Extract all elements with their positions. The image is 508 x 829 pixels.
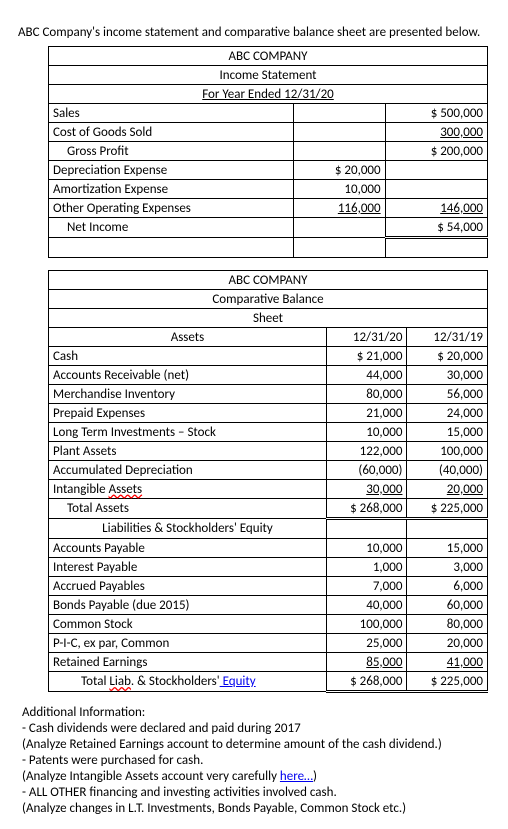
row-val: 7,000 (326, 577, 407, 596)
balance-title-company: ABC COMPANY (49, 271, 488, 290)
spellcheck-underline: Assets (109, 482, 143, 497)
page-intro: ABC Company's income statement and compa… (18, 25, 490, 40)
row-val: 100,000 (407, 442, 488, 461)
row-val: 10,000 (294, 180, 385, 199)
income-title-company: ABC COMPANY (49, 47, 488, 66)
balance-title-statement: Comparative Balance (49, 290, 488, 309)
row-val: 1,000 (326, 558, 407, 577)
row-label-intangible: Intangible Assets (49, 480, 327, 499)
row-val (294, 104, 385, 123)
row-val: 41,000 (407, 653, 488, 672)
row-val: 6,000 (407, 577, 488, 596)
row-val: 24,000 (407, 404, 488, 423)
row-val: $ 20,000 (407, 347, 488, 366)
row-val: 146,000 (385, 199, 487, 218)
row-label-total-liab: Total Liab. & Stockholders' Equity (49, 672, 327, 692)
row-label: Merchandise Inventory (49, 385, 327, 404)
row-label: Net Income (49, 218, 294, 238)
balance-sheet-table: ABC COMPANY Comparative Balance Sheet As… (48, 270, 488, 693)
row-label: Cost of Goods Sold (49, 123, 294, 142)
row-val: 3,000 (407, 558, 488, 577)
row-val: $ 54,000 (385, 218, 487, 238)
row-val: 122,000 (326, 442, 407, 461)
row-val: 25,000 (326, 634, 407, 653)
row-label: Retained Earnings (49, 653, 327, 672)
row-label: Sales (49, 104, 294, 123)
row-label: Amortization Expense (49, 180, 294, 199)
addl-sub: (Analyze changes in L.T. Investments, Bo… (22, 801, 490, 816)
row-label: P-I-C, ex par, Common (49, 634, 327, 653)
row-val: 60,000 (407, 596, 488, 615)
addl-sub: (Analyze Retained Earnings account to de… (22, 737, 490, 752)
row-label: Gross Profit (49, 142, 294, 161)
row-val: $ 225,000 (407, 672, 488, 692)
row-val: 30,000 (407, 366, 488, 385)
row-label: Plant Assets (49, 442, 327, 461)
row-label: Accumulated Depreciation (49, 461, 327, 480)
assets-header: Assets (49, 328, 327, 347)
row-val: 30,000 (326, 480, 407, 499)
row-label: Prepaid Expenses (49, 404, 327, 423)
row-val: 80,000 (407, 615, 488, 634)
row-val (385, 180, 487, 199)
spellcheck-underline: Liab (109, 674, 131, 689)
row-val: 20,000 (407, 480, 488, 499)
row-val: 300,000 (385, 123, 487, 142)
addl-sub: (Analyze Intangible Assets account very … (22, 769, 490, 784)
row-val: $ 225,000 (407, 499, 488, 519)
row-val: 100,000 (326, 615, 407, 634)
row-val: 21,000 (326, 404, 407, 423)
row-label: Depreciation Expense (49, 161, 294, 180)
row-val: 116,000 (294, 199, 385, 218)
income-title-statement: Income Statement (49, 66, 488, 85)
row-val: $ 268,000 (326, 672, 407, 692)
addl-bullet: - ALL OTHER financing and investing acti… (22, 785, 490, 800)
row-label: Total Assets (49, 499, 327, 519)
row-val: 44,000 (326, 366, 407, 385)
row-label: Cash (49, 347, 327, 366)
balance-title-sheet: Sheet (49, 309, 488, 328)
col-date: 12/31/20 (326, 328, 407, 347)
row-val: 20,000 (407, 634, 488, 653)
blank-cell (49, 238, 294, 258)
row-val: 40,000 (326, 596, 407, 615)
row-val (294, 123, 385, 142)
additional-info-section: Additional Information: - Cash dividends… (22, 705, 490, 816)
row-val: 10,000 (326, 539, 407, 558)
row-val: (40,000) (407, 461, 488, 480)
row-label: Interest Payable (49, 558, 327, 577)
row-val: (60,000) (326, 461, 407, 480)
row-val: $ 500,000 (385, 104, 487, 123)
row-label: Common Stock (49, 615, 327, 634)
hyperlink-text[interactable]: here… (280, 769, 313, 784)
row-val: 10,000 (326, 423, 407, 442)
row-val: 15,000 (407, 539, 488, 558)
row-label: Accrued Payables (49, 577, 327, 596)
income-statement-table: ABC COMPANY Income Statement For Year En… (48, 46, 488, 258)
row-val (294, 142, 385, 161)
hyperlink-text[interactable]: Equity (220, 674, 256, 689)
row-val: 80,000 (326, 385, 407, 404)
row-val (294, 218, 385, 238)
col-date: 12/31/19 (407, 328, 488, 347)
row-label: Accounts Payable (49, 539, 327, 558)
row-label: Other Operating Expenses (49, 199, 294, 218)
row-val: $ 20,000 (294, 161, 385, 180)
row-val: $ 200,000 (385, 142, 487, 161)
income-title-period: For Year Ended 12/31/20 (49, 85, 488, 104)
addl-bullet: - Patents were purchased for cash. (22, 753, 490, 768)
row-val: $ 21,000 (326, 347, 407, 366)
row-label: Bonds Payable (due 2015) (49, 596, 327, 615)
row-val: $ 268,000 (326, 499, 407, 519)
row-label: Accounts Receivable (net) (49, 366, 327, 385)
row-label: Long Term Investments – Stock (49, 423, 327, 442)
row-val: 56,000 (407, 385, 488, 404)
liab-header: Liabilities & Stockholders' Equity (49, 519, 327, 539)
addl-bullet: - Cash dividends were declared and paid … (22, 721, 490, 736)
row-val (385, 161, 487, 180)
row-val: 15,000 (407, 423, 488, 442)
addl-header: Additional Information: (22, 705, 490, 720)
row-val: 85,000 (326, 653, 407, 672)
